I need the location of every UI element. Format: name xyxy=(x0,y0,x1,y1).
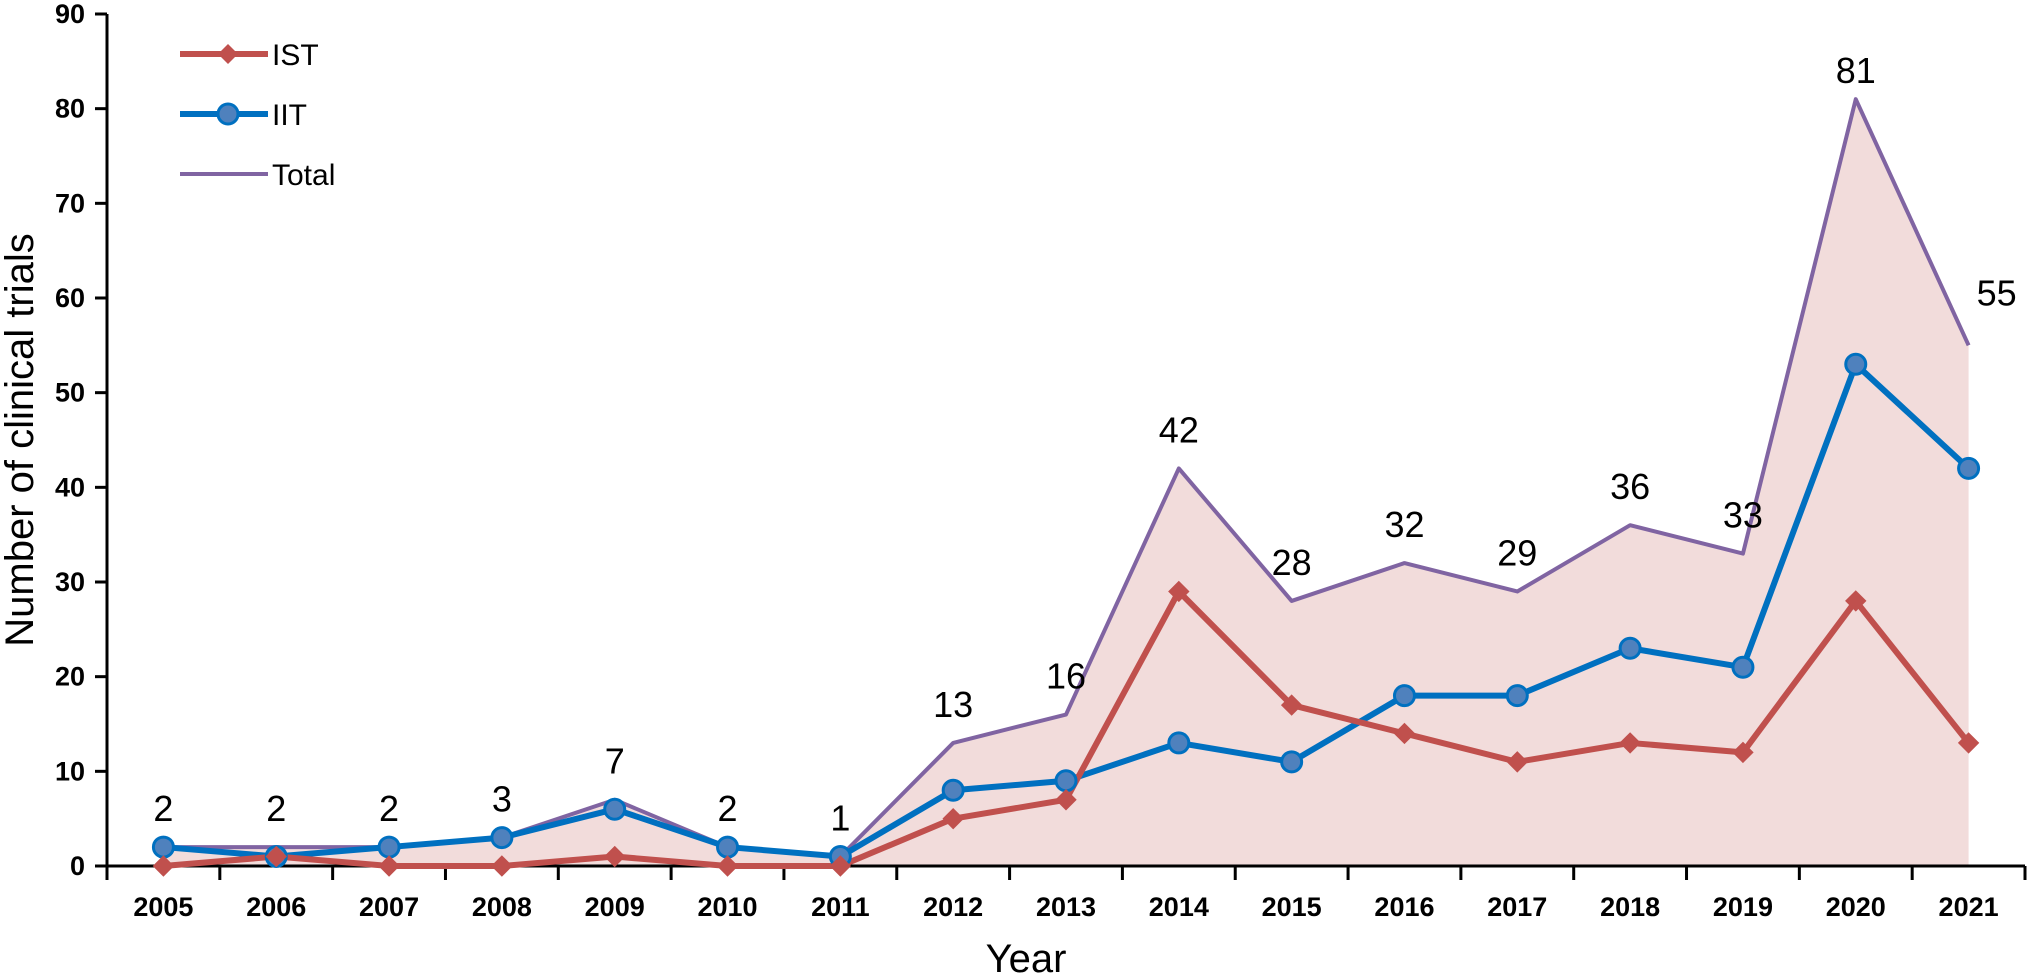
point-iit xyxy=(1618,636,1642,660)
x-tick-label: 2021 xyxy=(1939,892,1999,922)
point-iit xyxy=(377,835,401,859)
y-tick-label: 60 xyxy=(55,283,85,313)
point-iit xyxy=(1505,684,1529,708)
x-tick-label: 2006 xyxy=(246,892,306,922)
point-iit xyxy=(1167,731,1191,755)
point-ist xyxy=(829,855,852,877)
legend-label-ist: IST xyxy=(272,39,319,72)
data-label-total: 81 xyxy=(1836,50,1876,91)
data-label-total: 2 xyxy=(718,788,738,829)
y-axis-title: Number of clinical trials xyxy=(0,233,42,646)
x-tick-label: 2005 xyxy=(133,892,193,922)
total-area xyxy=(163,99,1969,866)
point-iit xyxy=(941,778,965,802)
data-label-total: 36 xyxy=(1610,466,1650,507)
data-label-total: 33 xyxy=(1723,495,1763,536)
point-iit xyxy=(151,835,175,859)
point-ist xyxy=(1732,741,1754,764)
x-tick-label: 2014 xyxy=(1149,892,1209,922)
x-tick-label: 2013 xyxy=(1036,892,1096,922)
point-ist xyxy=(1957,732,1980,754)
axes-layer: 0 10 20 30 40 50 60 70 80 90 2005 2006 2007 2008 2009 2… xyxy=(55,0,2027,922)
x-tick-label: 2020 xyxy=(1826,892,1886,922)
data-labels-layer: 2 2 2 3 7 2 1 13 16 42 28 32 29 36 33 81 55 xyxy=(153,50,2016,838)
point-ist xyxy=(265,845,287,868)
x-tick-label: 2011 xyxy=(811,892,870,922)
data-label-total: 28 xyxy=(1272,542,1312,583)
point-iit xyxy=(490,826,514,850)
legend: IST IIT Total xyxy=(180,39,335,192)
y-tick-label: 90 xyxy=(55,0,85,29)
data-label-total: 13 xyxy=(933,684,973,725)
point-iit xyxy=(1392,684,1416,708)
y-tick-label: 50 xyxy=(55,378,85,408)
data-label-total: 2 xyxy=(153,788,173,829)
legend-label-iit: IIT xyxy=(272,99,307,132)
x-tick-label: 2012 xyxy=(923,892,983,922)
data-label-total: 55 xyxy=(1977,272,2017,313)
x-tick-label: 2015 xyxy=(1262,892,1322,922)
y-tick-label: 30 xyxy=(55,567,85,597)
x-tick-label: 2009 xyxy=(585,892,645,922)
x-tick-label: 2008 xyxy=(472,892,532,922)
point-ist xyxy=(1619,732,1641,754)
point-ist xyxy=(491,855,513,877)
series-markers-layer xyxy=(151,352,1981,877)
y-tick-label: 80 xyxy=(55,94,85,124)
point-iit xyxy=(716,835,740,859)
x-tick-label: 2007 xyxy=(359,892,419,922)
data-label-total: 1 xyxy=(830,798,850,839)
x-tick-label: 2017 xyxy=(1487,892,1547,922)
point-ist xyxy=(1506,751,1528,773)
point-ist xyxy=(1055,789,1077,811)
data-label-total: 32 xyxy=(1384,504,1424,545)
x-tick-label: 2019 xyxy=(1713,892,1773,922)
data-label-total: 42 xyxy=(1159,409,1199,450)
point-ist xyxy=(378,855,400,877)
point-iit xyxy=(603,797,627,821)
point-ist xyxy=(716,855,739,877)
legend-label-total: Total xyxy=(272,159,335,192)
x-tick-label: 2016 xyxy=(1374,892,1434,922)
x-tick-label: 2018 xyxy=(1600,892,1660,922)
total-area-layer xyxy=(163,99,1969,866)
y-tick-label: 40 xyxy=(55,472,85,502)
data-label-total: 3 xyxy=(492,779,512,820)
legend-marker-ist xyxy=(218,44,238,64)
data-label-total: 16 xyxy=(1046,656,1086,697)
data-label-total: 7 xyxy=(605,741,625,782)
x-tick-label: 2010 xyxy=(697,892,757,922)
point-ist xyxy=(152,855,175,877)
point-iit xyxy=(1054,769,1078,793)
x-axis-title: Year xyxy=(986,937,1067,978)
data-label-total: 2 xyxy=(266,788,286,829)
point-ist xyxy=(1280,694,1303,716)
point-ist xyxy=(1845,590,1867,612)
y-tick-label: 10 xyxy=(55,756,85,786)
point-ist xyxy=(1168,580,1190,603)
y-tick-label: 20 xyxy=(55,662,85,692)
point-ist xyxy=(603,845,626,868)
data-label-total: 2 xyxy=(379,788,399,829)
y-tick-label: 0 xyxy=(70,851,85,881)
point-iit xyxy=(1280,750,1304,774)
point-ist xyxy=(942,807,964,830)
data-label-total: 29 xyxy=(1497,532,1537,573)
point-ist xyxy=(1393,722,1416,745)
point-iit xyxy=(1957,456,1981,480)
point-iit xyxy=(1844,352,1868,376)
point-iit xyxy=(1731,655,1755,679)
legend-marker-iit xyxy=(216,102,240,126)
y-tick-label: 70 xyxy=(55,188,85,218)
